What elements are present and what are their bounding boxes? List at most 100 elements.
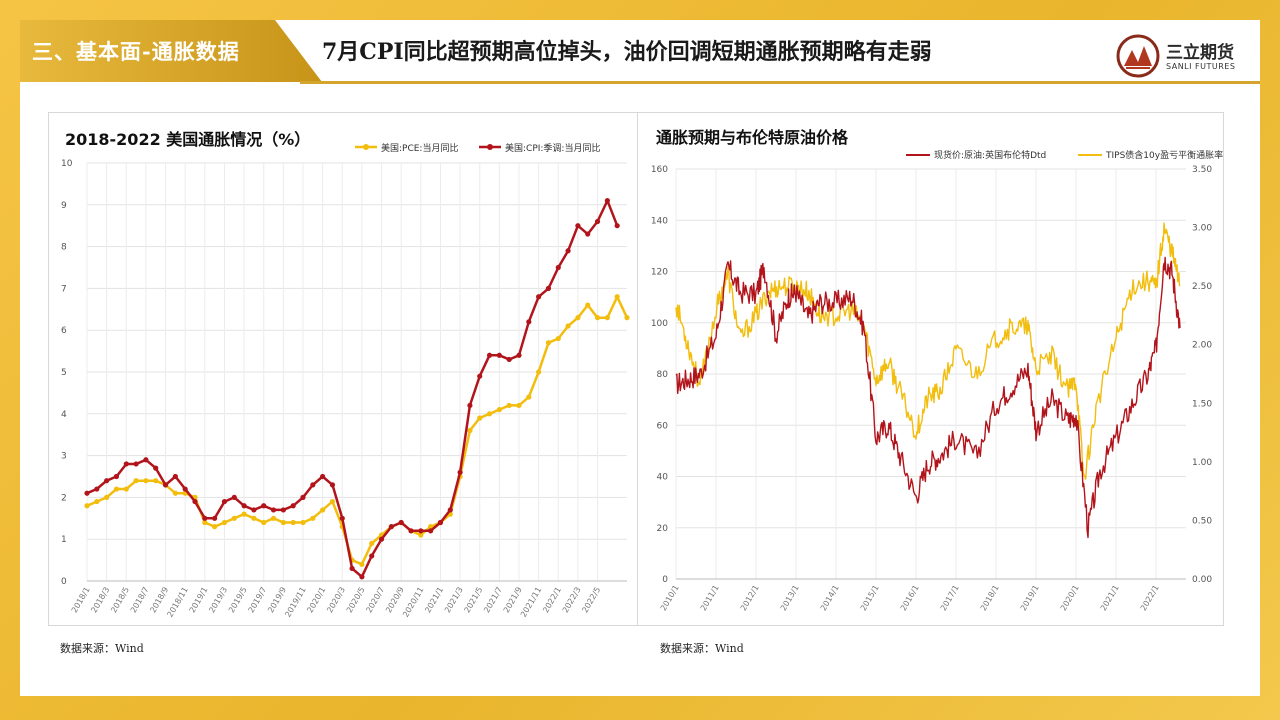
data-point-1 (251, 507, 257, 513)
data-point-1 (290, 503, 296, 509)
data-point-1 (349, 565, 355, 572)
data-point-1 (408, 528, 414, 534)
data-point-0 (516, 402, 522, 409)
y-tick-label: 2 (61, 493, 67, 503)
data-point-0 (290, 519, 296, 526)
title-underline (300, 81, 1260, 84)
x-tick-label: 2020/1 (1059, 584, 1081, 613)
data-point-0 (320, 507, 326, 513)
y-tick-label: 10 (61, 159, 73, 169)
data-point-0 (614, 294, 620, 300)
data-point-1 (104, 478, 110, 484)
data-point-1 (329, 482, 336, 488)
data-point-0 (231, 515, 237, 521)
y-tick-label: 8 (61, 243, 67, 253)
panel-divider (637, 113, 638, 625)
data-point-1 (565, 248, 571, 254)
data-point-1 (486, 352, 493, 358)
data-point-0 (585, 302, 591, 308)
data-point-0 (486, 411, 493, 417)
data-point-1 (221, 498, 228, 505)
data-point-1 (477, 373, 483, 379)
legend-label-1: 美国:CPI:季调:当月同比 (505, 142, 600, 154)
data-point-1 (388, 524, 394, 530)
data-point-1 (241, 503, 247, 509)
legend-marker-1 (487, 144, 493, 150)
y-right-tick-label: 2.50 (1192, 282, 1212, 292)
data-point-1 (84, 490, 90, 496)
source-note-right: 数据来源：Wind (660, 642, 744, 655)
legend-label-0: 美国:PCE:当月同比 (381, 142, 458, 154)
y-left-tick-label: 40 (657, 473, 669, 483)
x-tick-label: 2014/1 (819, 584, 841, 613)
data-point-0 (369, 540, 375, 546)
data-point-0 (477, 415, 483, 421)
y-left-tick-label: 160 (651, 165, 668, 175)
x-tick-label: 2012/1 (739, 584, 761, 613)
x-tick-label: 2022/5 (580, 586, 602, 615)
y-tick-label: 1 (61, 535, 67, 545)
x-tick-label: 2013/1 (779, 584, 801, 613)
series-line-0 (86, 295, 629, 566)
section-tag: 三、基本面-通胀数据 (20, 20, 322, 82)
series-line-1 (86, 199, 619, 579)
y-tick-label: 5 (61, 368, 67, 378)
data-point-0 (496, 407, 502, 413)
data-point-1 (359, 574, 365, 580)
data-point-0 (212, 524, 218, 530)
data-point-1 (506, 356, 512, 363)
data-point-1 (133, 461, 139, 467)
data-point-0 (113, 486, 120, 492)
series-line-0 (675, 256, 1181, 539)
x-tick-label: 2022/1 (1139, 584, 1161, 613)
data-point-0 (202, 519, 208, 526)
data-point-1 (231, 494, 237, 500)
data-point-0 (428, 524, 434, 530)
data-point-0 (241, 511, 247, 517)
data-point-1 (545, 285, 552, 291)
data-point-0 (506, 402, 512, 409)
data-point-1 (575, 223, 581, 229)
data-point-1 (172, 473, 178, 480)
y-right-tick-label: 1.50 (1192, 399, 1212, 409)
x-tick-label: 2017/1 (939, 584, 961, 613)
data-point-1 (526, 319, 532, 325)
legend-marker-0 (363, 144, 369, 150)
legend-label-0: 现货价:原油:英国布伦特Dtd (934, 149, 1046, 161)
data-point-0 (467, 427, 473, 434)
y-right-tick-label: 1.00 (1192, 458, 1212, 468)
data-point-1 (496, 352, 502, 358)
data-point-0 (172, 490, 178, 496)
data-point-1 (300, 494, 306, 500)
logo-text-cn: 三立期货 (1166, 43, 1234, 63)
y-right-tick-label: 2.00 (1192, 341, 1212, 351)
data-point-1 (339, 515, 345, 521)
data-point-1 (143, 457, 149, 463)
y-left-tick-label: 0 (662, 575, 668, 585)
data-point-0 (545, 340, 552, 346)
data-point-0 (104, 494, 110, 500)
y-left-tick-label: 60 (657, 421, 669, 431)
data-point-1 (398, 519, 404, 526)
data-point-0 (594, 315, 601, 321)
y-left-tick-label: 100 (651, 319, 668, 329)
data-point-1 (447, 507, 453, 513)
y-tick-label: 4 (61, 410, 67, 420)
page-title: 7月CPI同比超预期高位掉头，油价回调短期通胀预期略有走弱 (322, 39, 932, 65)
data-point-0 (270, 515, 277, 521)
data-point-0 (251, 515, 257, 521)
y-right-tick-label: 0.50 (1192, 516, 1212, 526)
data-point-1 (153, 465, 159, 471)
data-point-1 (536, 294, 542, 300)
logo-text-en: SANLI FUTURES (1166, 62, 1236, 71)
data-point-1 (113, 473, 120, 480)
data-point-0 (280, 519, 286, 526)
data-point-0 (300, 519, 306, 526)
data-point-1 (320, 473, 326, 480)
x-tick-label: 2015/1 (859, 584, 881, 613)
series-line-1 (675, 222, 1181, 480)
y-tick-label: 0 (61, 577, 67, 587)
data-point-0 (153, 478, 159, 484)
data-point-1 (261, 503, 267, 509)
data-point-1 (437, 519, 444, 526)
